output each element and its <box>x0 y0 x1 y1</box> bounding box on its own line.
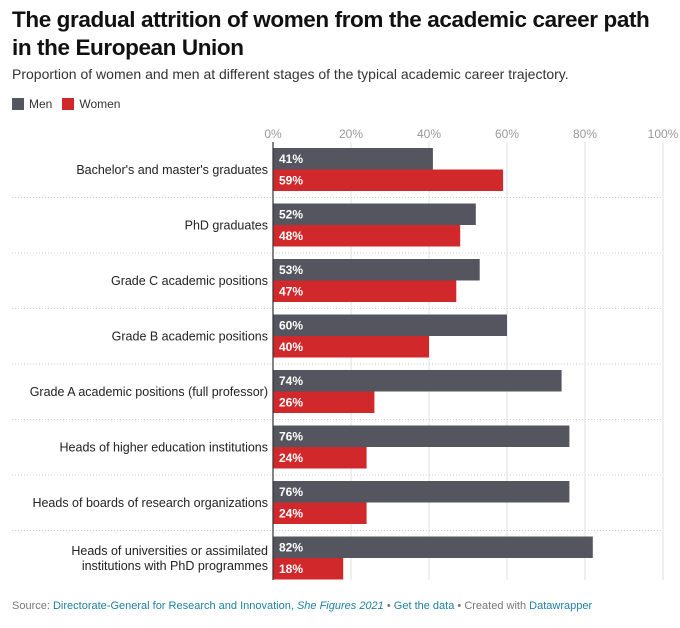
legend: Men Women <box>12 97 130 111</box>
chart-title: The gradual attrition of women from the … <box>12 7 650 60</box>
bar-women <box>273 447 367 469</box>
source-link-text: Directorate-General for Research and Inn… <box>52 600 294 612</box>
bar-men <box>273 425 570 447</box>
source-title: She Figures 2021 <box>296 600 384 612</box>
category-label: PhD graduates <box>185 219 268 233</box>
bar-women <box>273 502 367 524</box>
category-label: institutions with PhD programmes <box>82 559 268 573</box>
data-label-men: 41% <box>279 152 303 166</box>
x-tick-label: 40% <box>417 127 441 141</box>
data-label-women: 59% <box>279 174 303 188</box>
x-tick-label: 60% <box>495 127 519 141</box>
x-tick-label: 100% <box>648 127 679 141</box>
bar-women <box>273 169 504 191</box>
legend-item-women: Women <box>62 97 120 111</box>
source-label: Source: <box>12 600 50 612</box>
bar-chart: 0% 20% 40% 60% 80% 100% 41% 59% Bachelor's and m… <box>12 127 679 580</box>
category-label: Heads of boards of research organization… <box>32 496 268 510</box>
legend-label-men: Men <box>29 97 53 111</box>
category-label: Grade B academic positions <box>112 330 268 344</box>
data-label-women: 40% <box>279 340 303 354</box>
source-link[interactable]: Directorate-General for Research and Inn… <box>53 600 384 612</box>
separator: • <box>457 600 462 612</box>
created-with-label: Created with <box>464 600 527 612</box>
data-label-women: 48% <box>279 229 303 243</box>
legend-label-women: Women <box>79 97 121 111</box>
legend-swatch-women <box>62 98 75 110</box>
category-label: Grade C academic positions <box>111 274 268 288</box>
category-label: Heads of higher education institutions <box>60 441 268 455</box>
data-label-men: 82% <box>279 541 303 555</box>
data-label-women: 24% <box>279 507 303 521</box>
data-label-men: 76% <box>279 430 303 444</box>
data-label-women: 26% <box>279 396 303 410</box>
separator: • <box>386 600 391 612</box>
bar-men <box>273 148 433 170</box>
datawrapper-link[interactable]: Datawrapper <box>529 600 593 612</box>
bar-men <box>273 536 593 558</box>
bar-women <box>273 280 457 302</box>
data-label-women: 47% <box>279 285 303 299</box>
data-label-men: 76% <box>279 485 303 499</box>
x-tick-label: 80% <box>573 127 597 141</box>
category-label: Heads of universities or assimilated <box>71 544 268 558</box>
data-label-men: 60% <box>279 319 303 333</box>
footer: Source: Directorate-General for Research… <box>12 600 592 612</box>
x-tick-label: 20% <box>339 127 363 141</box>
data-label-men: 74% <box>279 374 303 388</box>
bar-men <box>273 203 476 225</box>
bar-men <box>273 314 507 336</box>
bar-women <box>273 336 429 358</box>
bar-men <box>273 259 480 281</box>
category-label: Grade A academic positions (full profess… <box>30 385 268 399</box>
legend-swatch-men <box>12 98 24 110</box>
bar-men <box>273 370 562 392</box>
legend-item-men: Men <box>12 97 52 111</box>
data-label-women: 18% <box>279 562 303 576</box>
x-tick-label: 0% <box>264 127 282 141</box>
bar-women <box>273 225 461 247</box>
category-label: Bachelor's and master's graduates <box>76 163 268 177</box>
bar-women <box>273 391 375 413</box>
bar-women <box>273 558 344 580</box>
data-label-men: 52% <box>279 208 303 222</box>
data-label-men: 53% <box>279 263 303 277</box>
chart-subtitle: Proportion of women and men at different… <box>12 66 569 82</box>
bar-men <box>273 481 570 503</box>
get-data-link[interactable]: Get the data <box>393 600 455 612</box>
data-label-women: 24% <box>279 451 303 465</box>
